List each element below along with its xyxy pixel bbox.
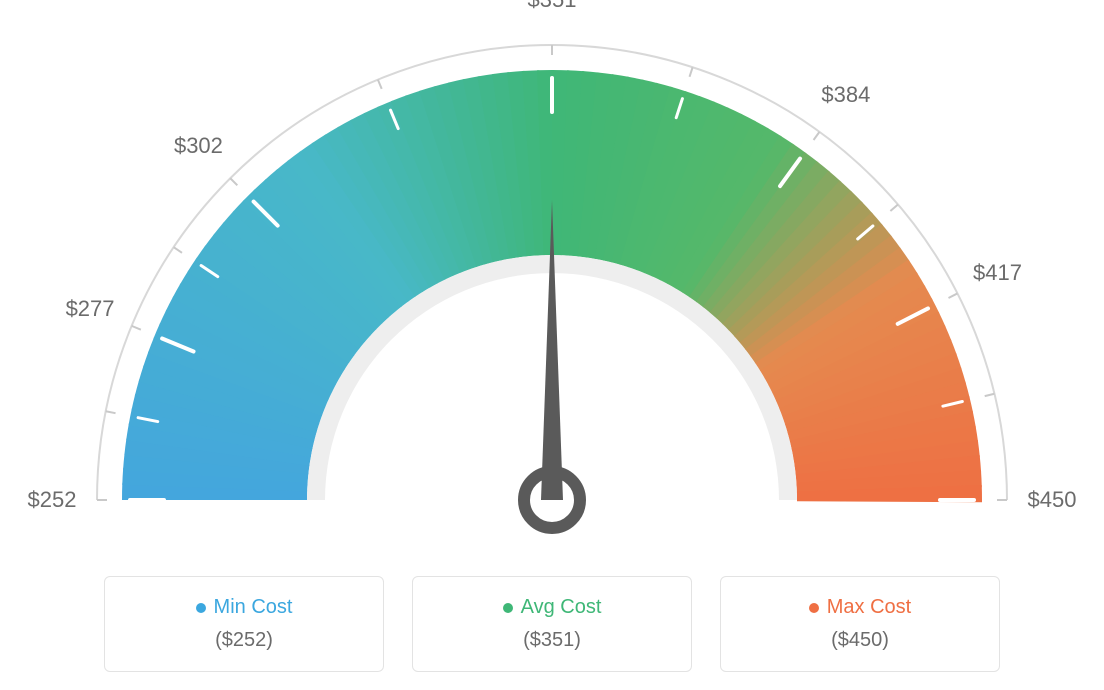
gauge-tick-label: $384 xyxy=(821,82,870,108)
legend-dot-min xyxy=(196,603,206,613)
legend-card-max: Max Cost ($450) xyxy=(720,576,1000,672)
legend-row: Min Cost ($252) Avg Cost ($351) Max Cost… xyxy=(0,576,1104,672)
gauge-tick-label: $417 xyxy=(973,260,1022,286)
legend-card-min: Min Cost ($252) xyxy=(104,576,384,672)
gauge-chart: $252 $277 $302 $351 $384 $417 $450 xyxy=(0,0,1104,560)
legend-value-min: ($252) xyxy=(215,629,273,652)
legend-name-min: Min Cost xyxy=(214,596,293,619)
legend-dot-avg xyxy=(503,603,513,613)
legend-name-max: Max Cost xyxy=(827,596,911,619)
legend-dot-max xyxy=(809,603,819,613)
legend-top: Max Cost xyxy=(809,596,911,619)
legend-value-max: ($450) xyxy=(831,629,889,652)
legend-card-avg: Avg Cost ($351) xyxy=(412,576,692,672)
gauge-tick-label: $351 xyxy=(528,0,577,13)
gauge-svg xyxy=(0,0,1104,560)
legend-top: Min Cost xyxy=(196,596,293,619)
gauge-tick-label: $277 xyxy=(66,296,115,322)
gauge-tick-label: $302 xyxy=(174,133,223,159)
legend-top: Avg Cost xyxy=(503,596,602,619)
gauge-tick-label: $252 xyxy=(28,487,77,513)
legend-name-avg: Avg Cost xyxy=(521,596,602,619)
legend-value-avg: ($351) xyxy=(523,629,581,652)
gauge-tick-label: $450 xyxy=(1028,487,1077,513)
